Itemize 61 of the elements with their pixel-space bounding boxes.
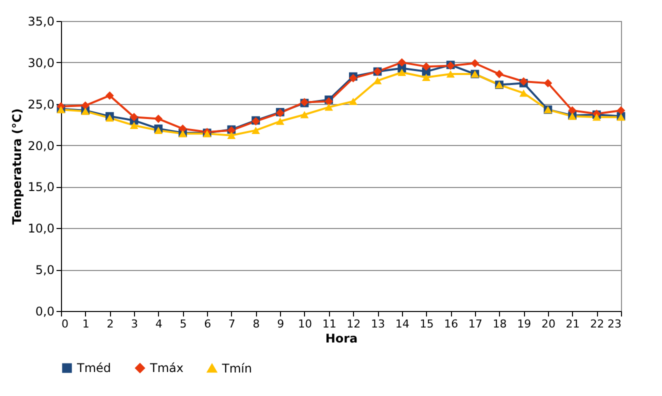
x-tick-label: 13 xyxy=(371,318,386,330)
point xyxy=(470,59,480,68)
x-tick-label: 11 xyxy=(322,318,336,330)
y-tick-label: 25,0 xyxy=(28,97,54,112)
point xyxy=(178,124,187,133)
legend-label: Tméd xyxy=(76,361,112,376)
y-tick-label: 35,0 xyxy=(28,14,54,28)
x-tick-label: 9 xyxy=(277,318,284,330)
point xyxy=(81,101,90,110)
y-tick-label: 30,0 xyxy=(28,56,54,70)
point xyxy=(592,113,601,121)
point xyxy=(544,78,552,88)
point xyxy=(324,104,334,111)
x-tick-label: 6 xyxy=(204,318,212,330)
point xyxy=(616,106,626,115)
y-tick-label: 5,0 xyxy=(35,263,54,278)
x-tick-label: 17 xyxy=(468,318,482,330)
x-tick-label: 4 xyxy=(155,318,162,330)
x-tick-label: 18 xyxy=(492,318,507,330)
point xyxy=(446,70,455,78)
x-tick-label: 12 xyxy=(346,318,361,330)
y-tick-label: 15,0 xyxy=(28,180,54,194)
x-tick-label: 22 xyxy=(590,318,604,330)
point xyxy=(227,132,236,139)
point xyxy=(398,58,406,67)
x-tick-label: 3 xyxy=(131,318,138,330)
x-tick-label: 16 xyxy=(444,318,458,330)
point xyxy=(300,111,309,118)
x-tick-label: 5 xyxy=(180,318,187,330)
x-tick-label: 1 xyxy=(82,318,90,330)
point xyxy=(348,98,358,105)
x-tick-label: 15 xyxy=(420,318,434,330)
x-tick-label: 14 xyxy=(395,318,410,330)
y-axis-title: Temperatura (°C) xyxy=(10,108,24,225)
point xyxy=(422,74,430,81)
x-tick-label: 19 xyxy=(517,318,532,330)
x-axis-title: Hora xyxy=(325,332,358,346)
x-tick-label: 20 xyxy=(541,318,556,330)
legend-label: Tmín xyxy=(221,361,252,376)
point xyxy=(422,62,430,71)
point xyxy=(130,122,138,130)
point xyxy=(519,89,528,97)
x-tick-label: 23 xyxy=(608,318,622,330)
point xyxy=(154,114,163,123)
y-tick-label: 20,0 xyxy=(28,138,54,153)
x-tick-label: 7 xyxy=(228,318,236,330)
x-tick-label: 0 xyxy=(62,318,68,330)
x-tick-label: 8 xyxy=(252,318,260,330)
legend-label: Tmáx xyxy=(149,361,184,376)
point xyxy=(568,106,576,115)
point xyxy=(252,126,260,134)
point xyxy=(495,70,504,78)
point xyxy=(276,118,284,125)
x-tick-label: 10 xyxy=(298,318,312,330)
point xyxy=(130,112,138,122)
x-tick-label: 21 xyxy=(566,318,580,330)
x-tick-label: 2 xyxy=(106,318,114,330)
y-tick-label: 0,0 xyxy=(35,304,54,318)
point xyxy=(398,68,406,76)
point xyxy=(106,91,114,100)
y-tick-label: 10,0 xyxy=(28,222,54,236)
